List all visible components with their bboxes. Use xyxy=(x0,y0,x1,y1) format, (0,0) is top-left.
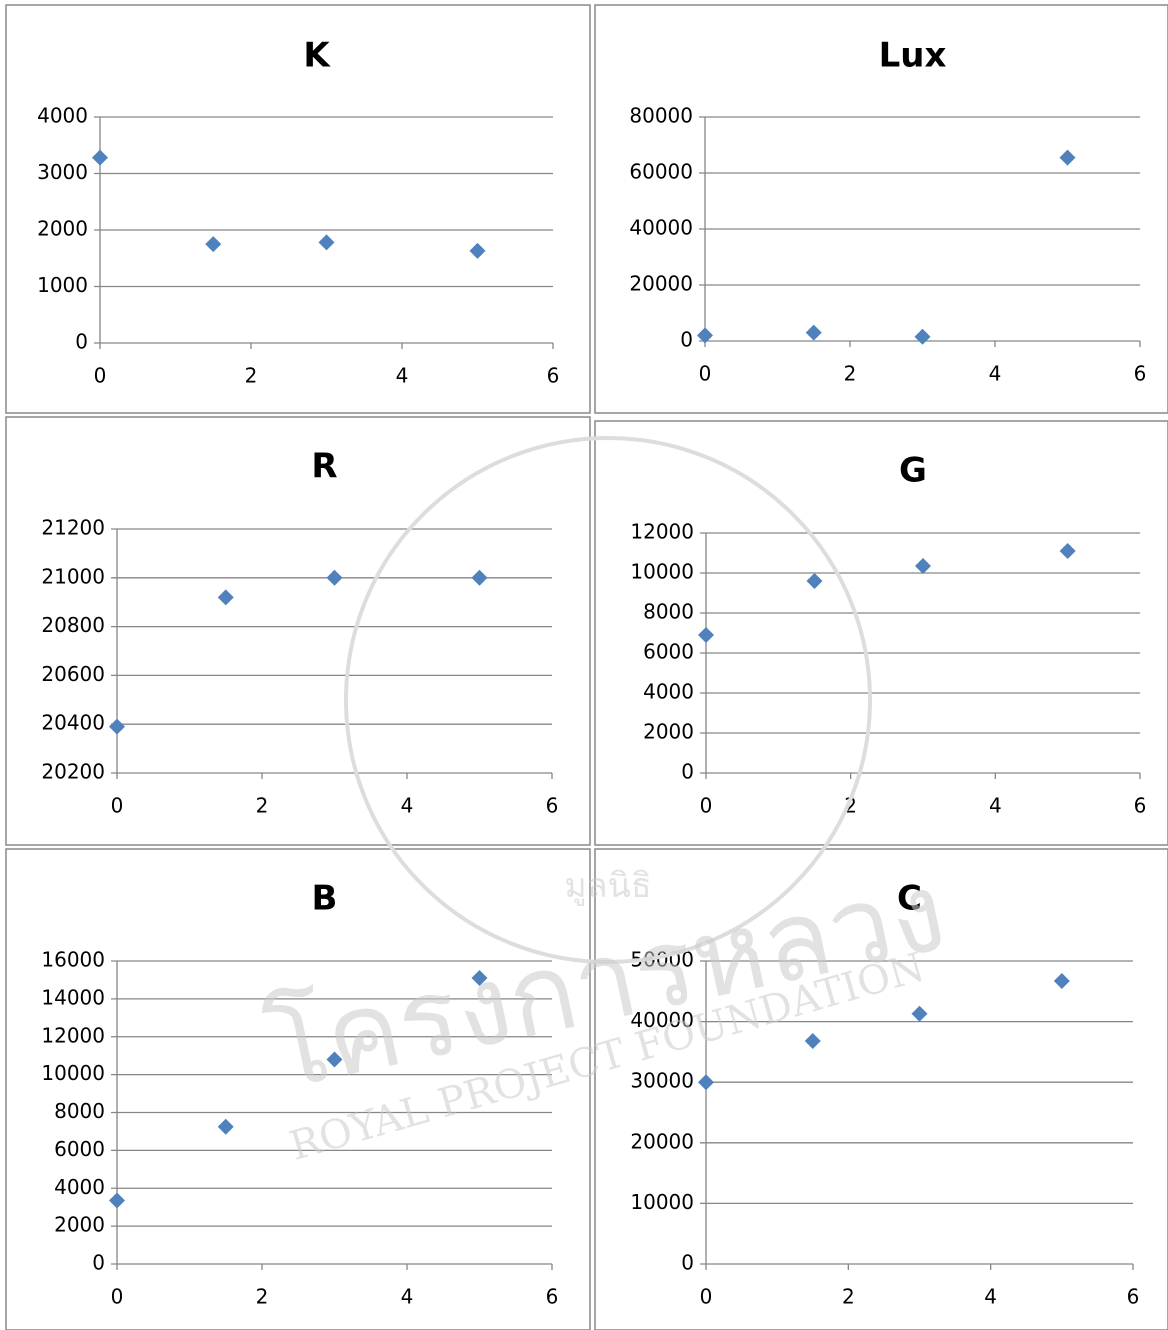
x-tick-label: 4 xyxy=(401,794,414,818)
y-tick-label: 0 xyxy=(681,1251,694,1275)
panel-border xyxy=(6,5,590,413)
x-tick-label: 0 xyxy=(700,1285,713,1309)
y-tick-label: 4000 xyxy=(54,1175,105,1199)
y-tick-label: 16000 xyxy=(41,948,105,972)
y-tick-label: 10000 xyxy=(41,1061,105,1085)
y-tick-label: 60000 xyxy=(629,160,693,184)
y-tick-label: 10000 xyxy=(630,1190,694,1214)
y-tick-label: 2000 xyxy=(643,720,694,744)
marker xyxy=(806,325,822,341)
y-tick-label: 0 xyxy=(680,328,693,352)
y-tick-label: 4000 xyxy=(37,104,88,128)
marker xyxy=(218,1119,234,1135)
x-tick-label: 4 xyxy=(401,1285,414,1309)
x-tick-label: 6 xyxy=(1134,362,1147,386)
x-tick-label: 6 xyxy=(1127,1285,1140,1309)
y-tick-label: 80000 xyxy=(629,104,693,128)
marker xyxy=(698,627,714,643)
y-tick-label: 20000 xyxy=(629,272,693,296)
y-tick-label: 30000 xyxy=(630,1069,694,1093)
x-tick-label: 6 xyxy=(546,1285,559,1309)
x-tick-label: 0 xyxy=(94,364,107,388)
y-tick-label: 6000 xyxy=(643,640,694,664)
marker xyxy=(1060,150,1076,166)
y-tick-label: 14000 xyxy=(41,985,105,1009)
chart-title: G xyxy=(899,451,927,491)
y-tick-label: 3000 xyxy=(37,160,88,184)
x-tick-label: 6 xyxy=(1134,794,1147,818)
chart-title: Lux xyxy=(879,36,947,76)
x-tick-label: 2 xyxy=(256,1285,269,1309)
x-tick-label: 2 xyxy=(245,364,258,388)
y-tick-label: 8000 xyxy=(643,600,694,624)
marker xyxy=(205,236,221,252)
x-tick-label: 4 xyxy=(396,364,409,388)
y-tick-label: 2000 xyxy=(54,1213,105,1237)
marker xyxy=(327,570,343,586)
marker xyxy=(805,1033,821,1049)
y-tick-label: 20600 xyxy=(41,662,105,686)
chart-panel: K 0 1000 2000 3000 4000 0 2 4 6 xyxy=(6,5,590,413)
x-tick-label: 2 xyxy=(842,1285,855,1309)
marker xyxy=(1054,973,1070,989)
marker xyxy=(472,570,488,586)
marker xyxy=(807,573,823,589)
chart-panel: R 20200 20400 20600 20800 21000 21200 0 2 4 6 xyxy=(6,417,590,845)
x-tick-label: 0 xyxy=(699,362,712,386)
marker xyxy=(912,1006,928,1022)
x-tick-label: 0 xyxy=(111,1285,124,1309)
x-tick-label: 0 xyxy=(700,794,713,818)
marker xyxy=(319,234,335,250)
y-tick-label: 0 xyxy=(681,760,694,784)
x-tick-label: 6 xyxy=(546,794,559,818)
y-tick-label: 20200 xyxy=(41,760,105,784)
marker xyxy=(698,1074,714,1090)
y-tick-label: 0 xyxy=(75,330,88,354)
x-tick-label: 4 xyxy=(989,362,1002,386)
x-tick-label: 0 xyxy=(111,794,124,818)
x-tick-label: 6 xyxy=(547,364,560,388)
chart-title: K xyxy=(303,36,331,76)
marker xyxy=(218,589,234,605)
y-tick-label: 20000 xyxy=(630,1129,694,1153)
y-tick-label: 1000 xyxy=(37,273,88,297)
chart-panel: G0200040006000800010000120000246 xyxy=(595,421,1168,845)
marker xyxy=(109,719,125,735)
y-tick-label: 20800 xyxy=(41,613,105,637)
chart-panel: Lux 0 20000 40000 60000 80000 0 2 4 6 xyxy=(595,5,1168,413)
marker xyxy=(1060,543,1076,559)
x-tick-label: 2 xyxy=(256,794,269,818)
marker xyxy=(109,1193,125,1209)
y-tick-label: 12000 xyxy=(630,520,694,544)
y-tick-label: 21200 xyxy=(41,516,105,540)
y-tick-label: 21000 xyxy=(41,564,105,588)
y-tick-label: 2000 xyxy=(37,217,88,241)
x-tick-label: 2 xyxy=(844,362,857,386)
y-tick-label: 12000 xyxy=(41,1023,105,1047)
x-tick-label: 4 xyxy=(989,794,1002,818)
y-tick-label: 10000 xyxy=(630,560,694,584)
y-tick-label: 40000 xyxy=(629,216,693,240)
marker xyxy=(92,150,108,166)
y-tick-label: 8000 xyxy=(54,1099,105,1123)
marker xyxy=(470,243,486,259)
watermark-text: มูลนิธิ xyxy=(564,866,651,906)
y-tick-label: 4000 xyxy=(643,680,694,704)
y-tick-label: 20400 xyxy=(41,711,105,735)
x-tick-label: 4 xyxy=(984,1285,997,1309)
y-tick-label: 0 xyxy=(92,1251,105,1275)
marker xyxy=(915,329,931,345)
marker xyxy=(915,558,931,574)
y-tick-label: 6000 xyxy=(54,1137,105,1161)
chart-title: B xyxy=(312,879,338,919)
page: C010000200003000040000500000246B02000400… xyxy=(0,0,1168,1330)
chart-title: R xyxy=(311,447,337,487)
